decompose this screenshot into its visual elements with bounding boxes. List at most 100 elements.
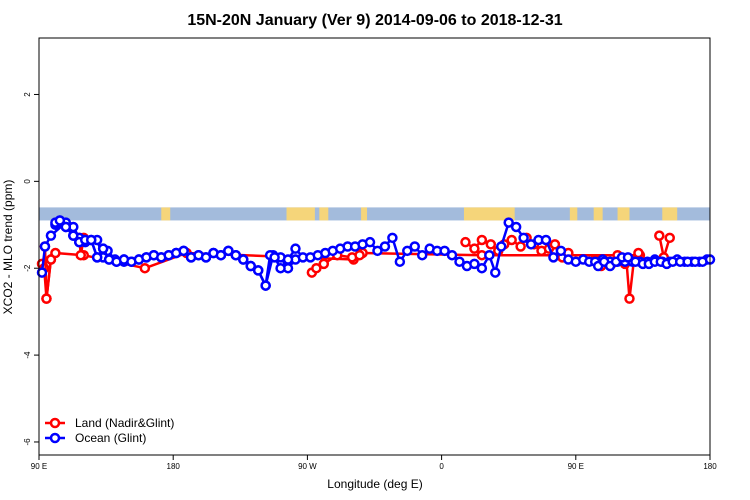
land-segment: [463, 207, 515, 221]
data-point: [379, 241, 391, 252]
data-point: [282, 254, 294, 265]
data-point: [45, 254, 57, 265]
data-point: [245, 260, 256, 272]
data-point: [318, 258, 330, 270]
series-ocean: [592, 252, 716, 272]
data-point: [476, 262, 488, 274]
data-point: [252, 265, 264, 276]
data-point: [654, 230, 665, 241]
data-point: [275, 262, 286, 274]
data-point: [311, 262, 322, 274]
data-point: [490, 267, 501, 278]
chart-title: 15N-20N January (Ver 9) 2014-09-06 to 20…: [187, 12, 562, 29]
data-point: [495, 241, 507, 252]
data-point: [372, 245, 383, 257]
series-land: [306, 249, 365, 278]
data-point: [139, 262, 151, 274]
legend-swatch-marker: [49, 417, 61, 429]
legend: Land (Nadir&Glint) Ocean (Glint): [45, 416, 174, 445]
data-point: [68, 230, 79, 241]
data-point: [540, 234, 552, 246]
data-point: [75, 249, 87, 261]
data-point: [476, 234, 488, 246]
data-point: [230, 249, 242, 261]
series-ocean: [439, 217, 713, 278]
x-tick-label: 90 W: [298, 462, 317, 471]
data-point: [439, 245, 450, 257]
data-point: [624, 293, 635, 304]
data-point: [45, 230, 57, 241]
data-point: [548, 252, 559, 263]
data-point: [525, 239, 537, 250]
land-segment: [593, 207, 603, 221]
data-point: [446, 249, 458, 261]
land-segment: [161, 207, 171, 221]
series-ocean: [50, 215, 103, 263]
data-point: [97, 243, 109, 254]
data-point: [469, 258, 480, 270]
data-point: [54, 215, 66, 226]
data-point: [364, 236, 376, 248]
land-segment: [286, 207, 315, 221]
data-point: [510, 221, 522, 233]
data-point: [260, 280, 271, 291]
y-axis-label: XCO2 - MLO trend (ppm): [1, 180, 15, 315]
data-point: [200, 252, 212, 263]
data-point: [41, 293, 52, 304]
axes: 90 E 180 90 W 0 90 E 180 -6 -4 -2 0 2: [23, 92, 717, 471]
land-segment: [361, 207, 368, 221]
data-point: [178, 245, 189, 257]
legend-item-land: Land (Nadir&Glint): [45, 416, 174, 430]
data-point: [454, 256, 465, 267]
legend-label-land: Land (Nadir&Glint): [75, 416, 174, 430]
data-point: [460, 236, 471, 248]
data-point: [223, 245, 234, 257]
land-segment: [617, 207, 630, 221]
x-tick-label: 90 E: [568, 462, 584, 471]
x-tick-label: 0: [439, 462, 444, 471]
data-point: [290, 243, 301, 254]
land-segment: [662, 207, 678, 221]
data-point: [85, 234, 97, 246]
legend-label-ocean: Ocean (Glint): [75, 431, 146, 445]
data-point: [39, 241, 51, 252]
data-point: [469, 243, 480, 254]
data-point: [91, 252, 103, 263]
x-tick-label: 180: [167, 462, 181, 471]
data-point: [409, 241, 421, 252]
data-point: [394, 256, 406, 267]
y-tick-label: 2: [23, 92, 32, 97]
data-point: [506, 234, 517, 246]
data-point: [622, 252, 634, 263]
data-point: [515, 241, 526, 252]
data-point: [664, 232, 675, 244]
data-point: [238, 254, 249, 265]
legend-item-ocean: Ocean (Glint): [45, 431, 146, 445]
ocean-band: [39, 207, 710, 221]
series-layer: [36, 215, 716, 304]
series-ocean: [97, 232, 443, 291]
data-point: [484, 249, 495, 261]
x-axis-label: Longitude (deg E): [327, 477, 422, 491]
data-point: [485, 239, 497, 250]
land-mask-band: [39, 207, 710, 221]
data-point: [416, 249, 428, 261]
y-tick-label: -4: [23, 351, 32, 359]
land-segment: [319, 207, 329, 221]
data-point: [633, 247, 644, 259]
data-point: [503, 217, 514, 228]
data-point: [60, 221, 72, 233]
data-point: [518, 232, 529, 244]
data-point: [354, 249, 365, 261]
y-tick-label: -2: [23, 264, 32, 272]
y-tick-label: 0: [23, 179, 32, 184]
data-point: [402, 245, 413, 257]
legend-swatch-marker: [49, 432, 61, 444]
data-point: [269, 252, 280, 263]
data-point: [549, 239, 561, 250]
land-segment: [569, 207, 578, 221]
data-point: [387, 232, 398, 244]
data-point: [36, 267, 48, 278]
x-tick-label: 180: [703, 462, 717, 471]
